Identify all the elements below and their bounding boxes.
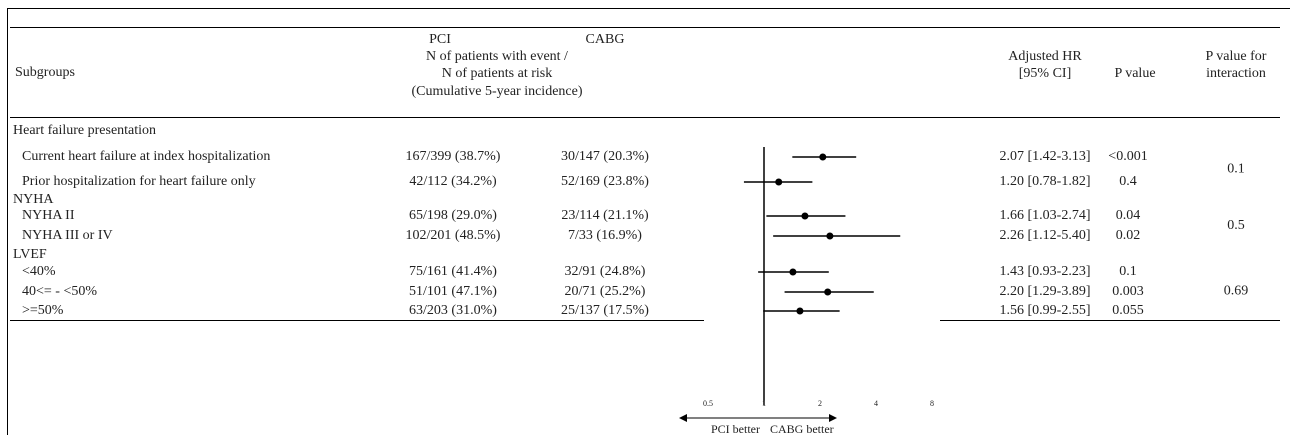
hr-cell: 2.26 [1.12-5.40] [1000, 228, 1091, 243]
subgroup: >=50% [22, 303, 64, 318]
header: N of patients at risk [442, 66, 552, 81]
left-label: PCI better [711, 422, 760, 435]
p-cell: <0.001 [1108, 149, 1147, 164]
cabg-cell: 25/137 (17.5%) [561, 303, 649, 318]
pci-cell: 42/112 (34.2%) [409, 174, 497, 189]
p-cell: 0.04 [1116, 208, 1141, 223]
right-label: CABG better [770, 422, 834, 435]
subgroup: 40<= - <50% [22, 284, 97, 299]
hr-point [826, 232, 834, 240]
pci-cell: 51/101 (47.1%) [409, 284, 497, 299]
cabg-cell: 30/147 (20.3%) [561, 149, 649, 164]
header: PCI [429, 32, 451, 47]
interaction-p: 0.69 [1224, 284, 1249, 299]
p-cell: 0.003 [1112, 284, 1144, 299]
group-label: Heart failure presentation [13, 123, 156, 138]
header: (Cumulative 5-year incidence) [411, 84, 582, 99]
hr-cell: 2.20 [1.29-3.89] [1000, 284, 1091, 299]
interaction-p: 0.1 [1227, 162, 1245, 177]
pci-cell: 75/161 (41.4%) [409, 264, 497, 279]
hr-point [824, 288, 832, 296]
cabg-cell: 20/71 (25.2%) [565, 284, 646, 299]
hr-point [775, 178, 783, 186]
header: interaction [1206, 66, 1266, 81]
group-label: LVEF [13, 247, 47, 262]
x-tick-label: 4 [874, 399, 878, 408]
pci-cell: 63/203 (31.0%) [409, 303, 497, 318]
x-tick-label: 8 [930, 399, 934, 408]
header: Subgroups [15, 65, 75, 80]
hr-point [796, 307, 804, 315]
p-cell: 0.02 [1116, 228, 1141, 243]
hr-cell: 2.07 [1.42-3.13] [1000, 149, 1091, 164]
interaction-p: 0.5 [1227, 218, 1245, 233]
header: Adjusted HR [1008, 49, 1082, 64]
pci-cell: 65/198 (29.0%) [409, 208, 497, 223]
hr-point [819, 153, 827, 161]
pci-cell: 167/399 (38.7%) [406, 149, 501, 164]
hr-cell: 1.43 [0.93-2.23] [1000, 264, 1091, 279]
x-tick-label: 2 [818, 399, 822, 408]
subgroup: Current heart failure at index hospitali… [22, 149, 270, 164]
x-tick-label: 1 [762, 399, 766, 408]
subgroup: Prior hospitalization for heart failure … [22, 174, 256, 189]
header: P value for [1206, 49, 1267, 64]
hr-cell: 1.66 [1.03-2.74] [1000, 208, 1091, 223]
cabg-cell: 32/91 (24.8%) [565, 264, 646, 279]
x-tick-label: 0.5 [703, 399, 713, 408]
p-cell: 0.055 [1112, 303, 1144, 318]
subgroup: NYHA II [22, 208, 75, 223]
p-cell: 0.1 [1119, 264, 1137, 279]
hr-cell: 1.56 [0.99-2.55] [1000, 303, 1091, 318]
subgroup: NYHA III or IV [22, 228, 113, 243]
hr-cell: 1.20 [0.78-1.82] [1000, 174, 1091, 189]
hr-point [801, 212, 809, 220]
subgroup: <40% [22, 264, 56, 279]
cabg-cell: 7/33 (16.9%) [568, 228, 642, 243]
cabg-cell: 23/114 (21.1%) [561, 208, 649, 223]
header: CABG [586, 32, 625, 47]
pci-cell: 102/201 (48.5%) [406, 228, 501, 243]
header: [95% CI] [1019, 66, 1072, 81]
header: N of patients with event / [426, 49, 568, 64]
p-cell: 0.4 [1119, 174, 1137, 189]
cabg-cell: 52/169 (23.8%) [561, 174, 649, 189]
group-label: NYHA [13, 192, 54, 207]
hr-point [789, 268, 797, 276]
header: P value [1114, 66, 1155, 81]
